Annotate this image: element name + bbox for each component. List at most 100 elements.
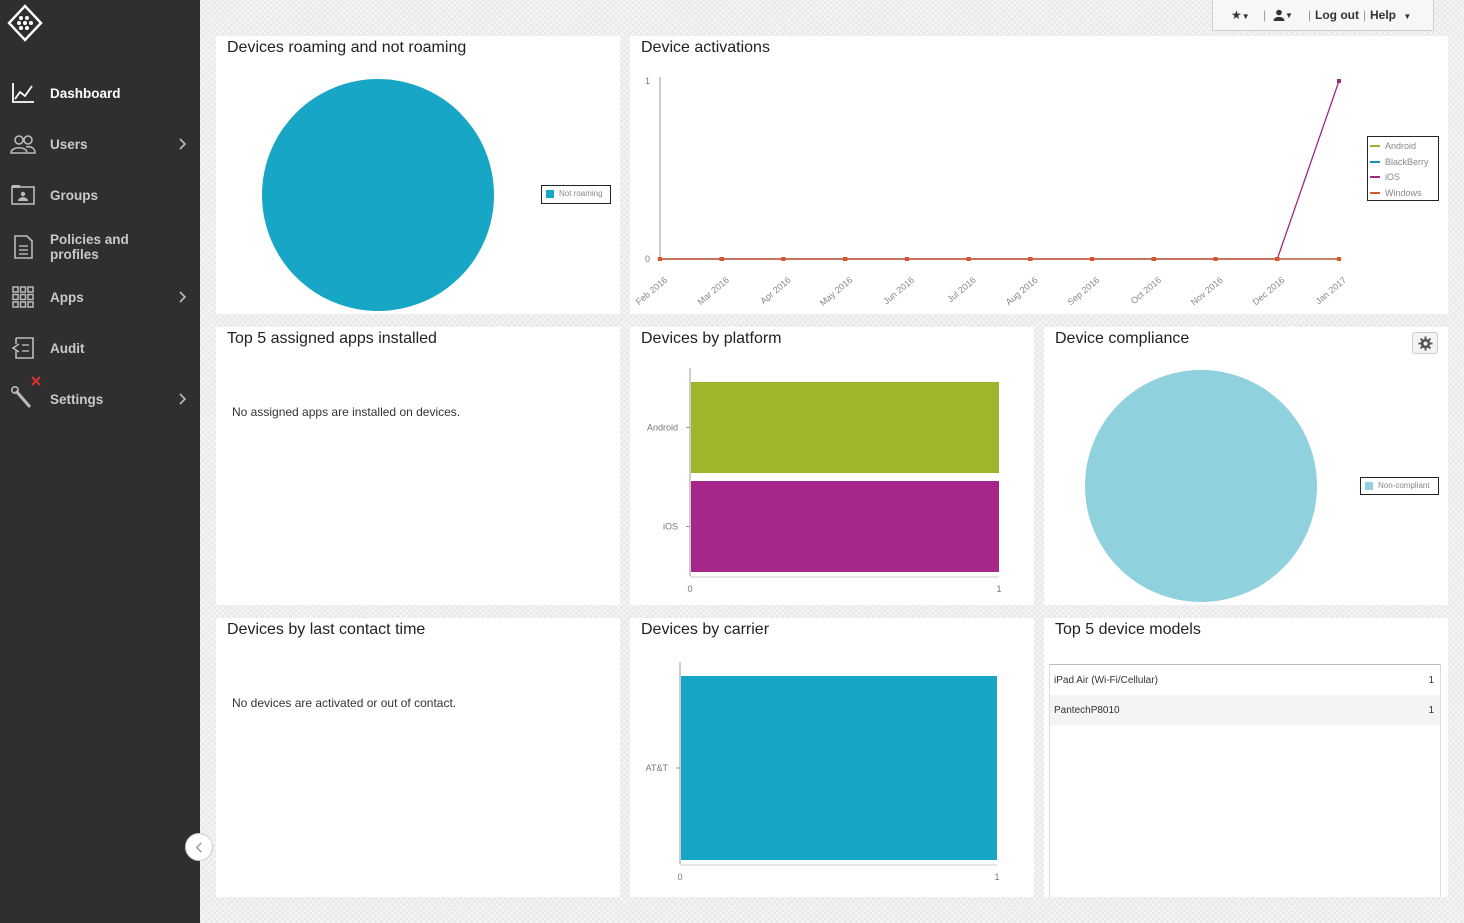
pie-slice-non-compliant[interactable] bbox=[1085, 370, 1317, 602]
x-tick-label: 0 bbox=[687, 584, 692, 594]
legend-swatch bbox=[1370, 176, 1380, 178]
model-count: 1 bbox=[1428, 675, 1434, 686]
bar-android[interactable] bbox=[691, 382, 999, 473]
user-icon bbox=[1273, 9, 1285, 21]
chart-legend: Non-compliant bbox=[1360, 477, 1439, 495]
x-tick-label: 1 bbox=[996, 584, 1001, 594]
chart-legend: Android BlackBerry iOS Windows bbox=[1367, 136, 1439, 201]
data-point[interactable] bbox=[966, 257, 971, 261]
y-tick-label: 1 bbox=[645, 76, 650, 86]
y-tick-label: AT&T bbox=[646, 763, 669, 773]
nav-settings-label: Settings bbox=[50, 391, 104, 407]
legend-label: Not roaming bbox=[559, 189, 603, 198]
data-point[interactable] bbox=[1337, 257, 1341, 261]
series-line-ios[interactable] bbox=[660, 80, 1340, 260]
legend-item-ios[interactable]: iOS bbox=[1370, 172, 1400, 182]
data-point[interactable] bbox=[781, 257, 786, 261]
x-tick-label: Nov 2016 bbox=[1189, 275, 1225, 307]
empty-message: No devices are activated or out of conta… bbox=[232, 696, 457, 710]
data-point[interactable] bbox=[1275, 257, 1280, 261]
bar-att[interactable] bbox=[681, 676, 997, 860]
gear-icon bbox=[1417, 335, 1433, 351]
y-tick-label: 0 bbox=[645, 254, 650, 264]
favorites-dropdown[interactable]: ★▼ bbox=[1231, 8, 1250, 22]
card-roaming: Devices roaming and not roaming Not roam… bbox=[216, 36, 620, 314]
nav-apps-label: Apps bbox=[50, 289, 84, 305]
compliance-pie-chart bbox=[1085, 370, 1317, 602]
x-tick-label: Sep 2016 bbox=[1065, 275, 1101, 307]
x-tick-label: Apr 2016 bbox=[758, 275, 792, 306]
nav-dashboard[interactable]: Dashboard bbox=[0, 73, 200, 113]
legend-swatch bbox=[1365, 481, 1373, 490]
blackberry-logo-icon[interactable] bbox=[6, 4, 44, 42]
nav-dashboard-label: Dashboard bbox=[50, 85, 121, 101]
chevron-right-icon bbox=[179, 138, 187, 150]
document-icon bbox=[14, 235, 33, 259]
legend-item-windows[interactable]: Windows bbox=[1370, 188, 1422, 198]
logout-link[interactable]: Log out bbox=[1315, 8, 1359, 22]
nav-users[interactable]: Users bbox=[0, 124, 200, 164]
nav-policies-label: Policies and profiles bbox=[50, 232, 129, 262]
legend-swatch bbox=[546, 189, 554, 198]
card-title: Devices roaming and not roaming bbox=[227, 39, 467, 56]
card-activations: Device activations 0 1 Feb 2016 Mar 2016 Apr… bbox=[630, 36, 1448, 314]
legend-item-android[interactable]: Android bbox=[1370, 141, 1416, 151]
model-name: PantechP8010 bbox=[1054, 705, 1120, 716]
data-point[interactable] bbox=[843, 257, 848, 261]
legend-item-blackberry[interactable]: BlackBerry bbox=[1370, 157, 1429, 167]
chevron-left-icon bbox=[195, 841, 202, 853]
nav-apps[interactable]: Apps bbox=[0, 277, 200, 317]
nav-groups[interactable]: Groups bbox=[0, 175, 200, 215]
table-row[interactable]: PantechP8010 1 bbox=[1050, 695, 1440, 725]
settings-wrench-icon bbox=[10, 385, 32, 408]
card-compliance: Device compliance Non-compliant bbox=[1044, 327, 1448, 605]
nav-policies-profiles[interactable]: Policies and profiles bbox=[0, 225, 200, 269]
x-tick-label: Jun 2016 bbox=[881, 275, 916, 306]
star-icon: ★ bbox=[1231, 8, 1242, 22]
platform-bar-chart: Android iOS 0 1 bbox=[647, 368, 1002, 594]
x-tick-label: Aug 2016 bbox=[1004, 275, 1040, 307]
x-tick-label: 0 bbox=[677, 872, 682, 882]
legend-swatch bbox=[1370, 191, 1380, 194]
data-point[interactable] bbox=[904, 257, 909, 261]
chevron-right-icon bbox=[179, 393, 187, 405]
x-tick-label: Oct 2016 bbox=[1129, 275, 1163, 306]
card-last-contact: Devices by last contact time No devices … bbox=[216, 618, 620, 897]
card-carrier: Devices by carrier AT&T 0 1 bbox=[630, 618, 1034, 897]
error-x-icon bbox=[31, 376, 41, 386]
caret-down-icon: ▼ bbox=[1241, 12, 1250, 21]
data-point[interactable] bbox=[1028, 257, 1033, 261]
legend-label: BlackBerry bbox=[1385, 156, 1429, 167]
data-point[interactable] bbox=[1337, 79, 1341, 83]
card-device-models: Top 5 device models iPad Air (Wi-Fi/Cell… bbox=[1044, 618, 1448, 897]
data-point[interactable] bbox=[1151, 257, 1156, 261]
help-dropdown[interactable]: Help ▼ bbox=[1370, 8, 1411, 22]
table-row[interactable]: iPad Air (Wi-Fi/Cellular) 1 bbox=[1050, 665, 1440, 695]
nav-audit[interactable]: Audit bbox=[0, 328, 200, 368]
legend-label: Non-compliant bbox=[1378, 481, 1430, 490]
pie-slice-not-roaming[interactable] bbox=[262, 79, 494, 311]
x-tick-label: Dec 2016 bbox=[1251, 275, 1287, 307]
card-title: Device compliance bbox=[1055, 330, 1190, 347]
bar-ios[interactable] bbox=[691, 481, 999, 572]
top-bar: ★▼ | ▼ | Log out | Help ▼ bbox=[1212, 0, 1434, 31]
nav-users-label: Users bbox=[50, 136, 88, 152]
audit-icon bbox=[11, 337, 34, 359]
x-tick-label: 1 bbox=[994, 872, 999, 882]
x-tick-label: May 2016 bbox=[818, 275, 855, 308]
settings-button[interactable] bbox=[1412, 332, 1438, 354]
card-title: Devices by last contact time bbox=[227, 621, 426, 638]
y-tick-label: Android bbox=[647, 423, 678, 433]
help-label: Help bbox=[1370, 8, 1397, 22]
apps-grid-icon bbox=[12, 286, 34, 308]
collapse-sidebar-button[interactable] bbox=[185, 833, 213, 861]
x-tick-label: Feb 2016 bbox=[634, 275, 670, 307]
carrier-bar-chart: AT&T 0 1 bbox=[646, 662, 1000, 882]
nav-settings[interactable]: Settings bbox=[0, 376, 200, 419]
data-point[interactable] bbox=[1090, 257, 1095, 261]
user-menu-dropdown[interactable]: ▼ bbox=[1273, 7, 1293, 21]
data-point[interactable] bbox=[1213, 257, 1218, 261]
data-point[interactable] bbox=[658, 257, 662, 261]
data-point[interactable] bbox=[719, 257, 724, 261]
legend-label: iOS bbox=[1385, 172, 1401, 182]
